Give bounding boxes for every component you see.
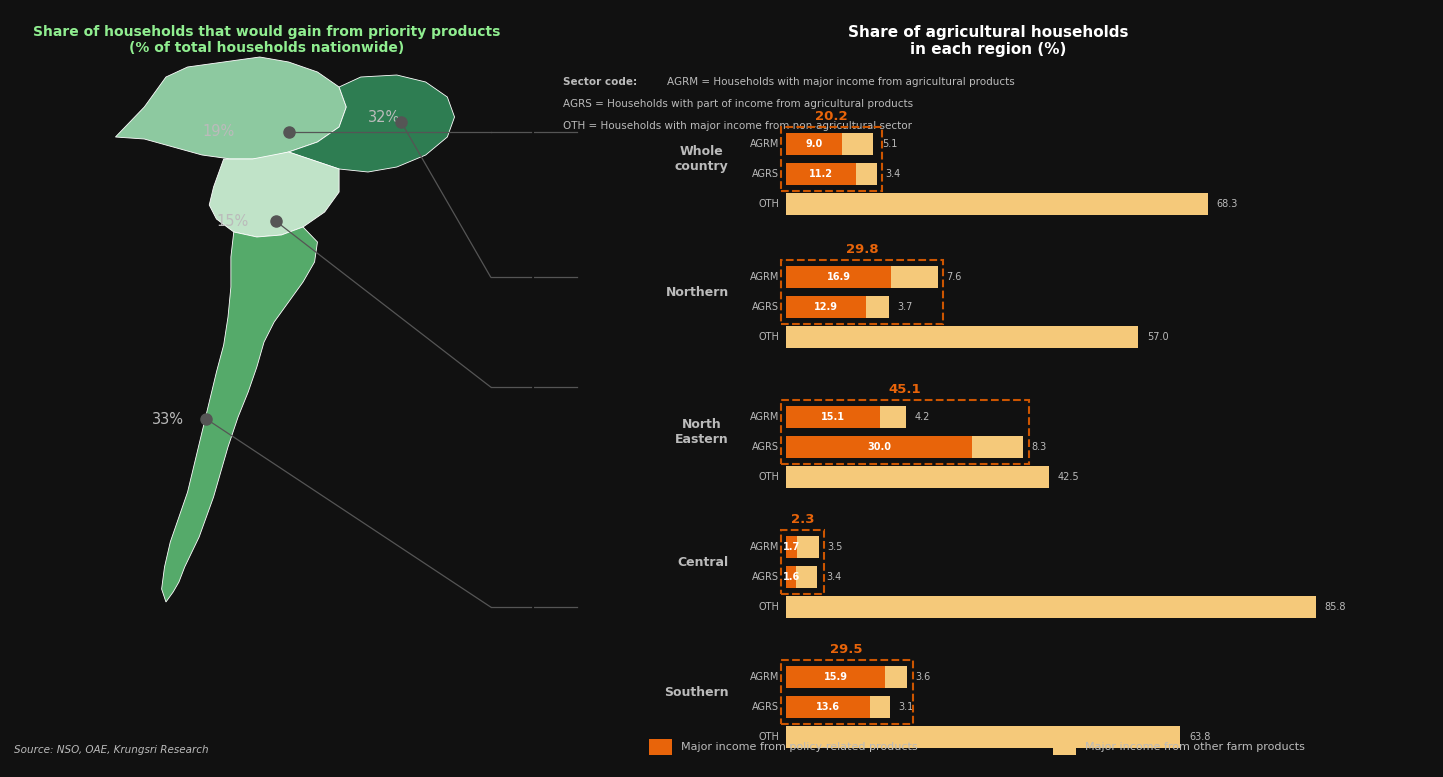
Text: 12.9: 12.9: [814, 302, 838, 312]
Text: AGRM: AGRM: [750, 672, 779, 682]
Text: 13.6: 13.6: [817, 702, 840, 712]
Polygon shape: [115, 57, 346, 159]
Text: AGRS: AGRS: [752, 442, 779, 452]
Bar: [786, 596, 1316, 618]
Text: Share of agricultural households
in each region (%): Share of agricultural households in each…: [848, 25, 1128, 57]
Text: 63.8: 63.8: [1189, 732, 1211, 742]
Text: Sector code:: Sector code:: [563, 77, 636, 87]
Bar: [781, 660, 912, 724]
Text: 85.8: 85.8: [1325, 602, 1346, 612]
Text: 4.2: 4.2: [915, 412, 929, 422]
Bar: [786, 536, 797, 558]
Text: AGRM: AGRM: [750, 542, 779, 552]
Text: AGRM = Households with major income from agricultural products: AGRM = Households with major income from…: [667, 77, 1014, 87]
Text: 3.6: 3.6: [915, 672, 931, 682]
Text: OTH: OTH: [759, 732, 779, 742]
Bar: [870, 696, 889, 718]
Bar: [971, 436, 1023, 458]
Bar: [880, 406, 906, 428]
Text: 3.1: 3.1: [898, 702, 913, 712]
Text: North
Eastern: North Eastern: [675, 418, 729, 446]
Text: 1.7: 1.7: [784, 542, 801, 552]
Bar: [786, 666, 885, 688]
Text: OTH: OTH: [759, 332, 779, 342]
Text: 19%: 19%: [202, 124, 234, 140]
Bar: [786, 566, 797, 588]
Bar: [866, 296, 889, 318]
Bar: [890, 266, 938, 288]
Text: 57.0: 57.0: [1147, 332, 1169, 342]
Text: 3.5: 3.5: [827, 542, 843, 552]
Bar: [781, 127, 882, 191]
Text: 1.6: 1.6: [782, 572, 799, 582]
Bar: [649, 739, 672, 755]
Text: OTH: OTH: [759, 472, 779, 482]
Text: 15%: 15%: [216, 214, 248, 228]
Text: OTH: OTH: [759, 602, 779, 612]
Text: 20.2: 20.2: [815, 110, 848, 123]
Bar: [786, 696, 870, 718]
Text: OTH = Households with major income from non-agricultural sector: OTH = Households with major income from …: [563, 121, 912, 131]
Text: AGRS: AGRS: [752, 169, 779, 179]
Text: OTH: OTH: [759, 199, 779, 209]
Text: 3.7: 3.7: [898, 302, 913, 312]
Bar: [781, 400, 1029, 464]
Bar: [786, 436, 971, 458]
Text: 3.4: 3.4: [885, 169, 900, 179]
Text: AGRS = Households with part of income from agricultural products: AGRS = Households with part of income fr…: [563, 99, 913, 109]
Text: 8.3: 8.3: [1032, 442, 1046, 452]
Text: Whole
country: Whole country: [675, 145, 729, 173]
Bar: [786, 133, 843, 155]
Text: AGRS: AGRS: [752, 702, 779, 712]
Text: Major income from other farm products: Major income from other farm products: [1085, 742, 1304, 752]
Polygon shape: [209, 152, 339, 237]
Text: 29.8: 29.8: [846, 243, 879, 256]
Text: 68.3: 68.3: [1216, 199, 1238, 209]
Bar: [797, 566, 817, 588]
Bar: [786, 726, 1180, 748]
Text: Source: NSO, OAE, Krungsri Research: Source: NSO, OAE, Krungsri Research: [14, 745, 209, 755]
Text: Share of households that would gain from priority products
(% of total household: Share of households that would gain from…: [33, 25, 501, 55]
Text: AGRM: AGRM: [750, 272, 779, 282]
Text: 15.1: 15.1: [821, 412, 846, 422]
Bar: [786, 406, 880, 428]
Bar: [786, 266, 890, 288]
Text: AGRS: AGRS: [752, 572, 779, 582]
Text: 45.1: 45.1: [889, 383, 921, 396]
Bar: [786, 326, 1139, 348]
Text: 32%: 32%: [368, 110, 400, 124]
Bar: [781, 530, 824, 594]
Text: 29.5: 29.5: [830, 643, 863, 656]
Text: AGRS: AGRS: [752, 302, 779, 312]
Text: 9.0: 9.0: [805, 139, 823, 149]
Text: 2.3: 2.3: [791, 513, 814, 526]
Text: 42.5: 42.5: [1058, 472, 1079, 482]
Bar: [781, 260, 944, 324]
Bar: [885, 666, 906, 688]
Text: AGRM: AGRM: [750, 139, 779, 149]
Text: 15.9: 15.9: [824, 672, 847, 682]
Text: Northern: Northern: [665, 285, 729, 298]
Text: Southern: Southern: [664, 685, 729, 699]
Text: 5.1: 5.1: [882, 139, 898, 149]
Bar: [786, 193, 1208, 215]
Text: 11.2: 11.2: [810, 169, 833, 179]
Polygon shape: [289, 75, 455, 172]
Bar: [786, 296, 866, 318]
Text: AGRM: AGRM: [750, 412, 779, 422]
Text: 16.9: 16.9: [827, 272, 850, 282]
Bar: [856, 163, 876, 185]
Bar: [797, 536, 818, 558]
Text: 3.4: 3.4: [825, 572, 841, 582]
Bar: [786, 466, 1049, 488]
Text: 7.6: 7.6: [947, 272, 961, 282]
Polygon shape: [162, 227, 317, 602]
Bar: [786, 163, 856, 185]
Bar: [1053, 739, 1076, 755]
Text: 33%: 33%: [152, 412, 183, 427]
Text: Central: Central: [678, 556, 729, 569]
Text: Major income from policy-related products: Major income from policy-related product…: [681, 742, 918, 752]
Bar: [843, 133, 873, 155]
Text: 30.0: 30.0: [867, 442, 890, 452]
